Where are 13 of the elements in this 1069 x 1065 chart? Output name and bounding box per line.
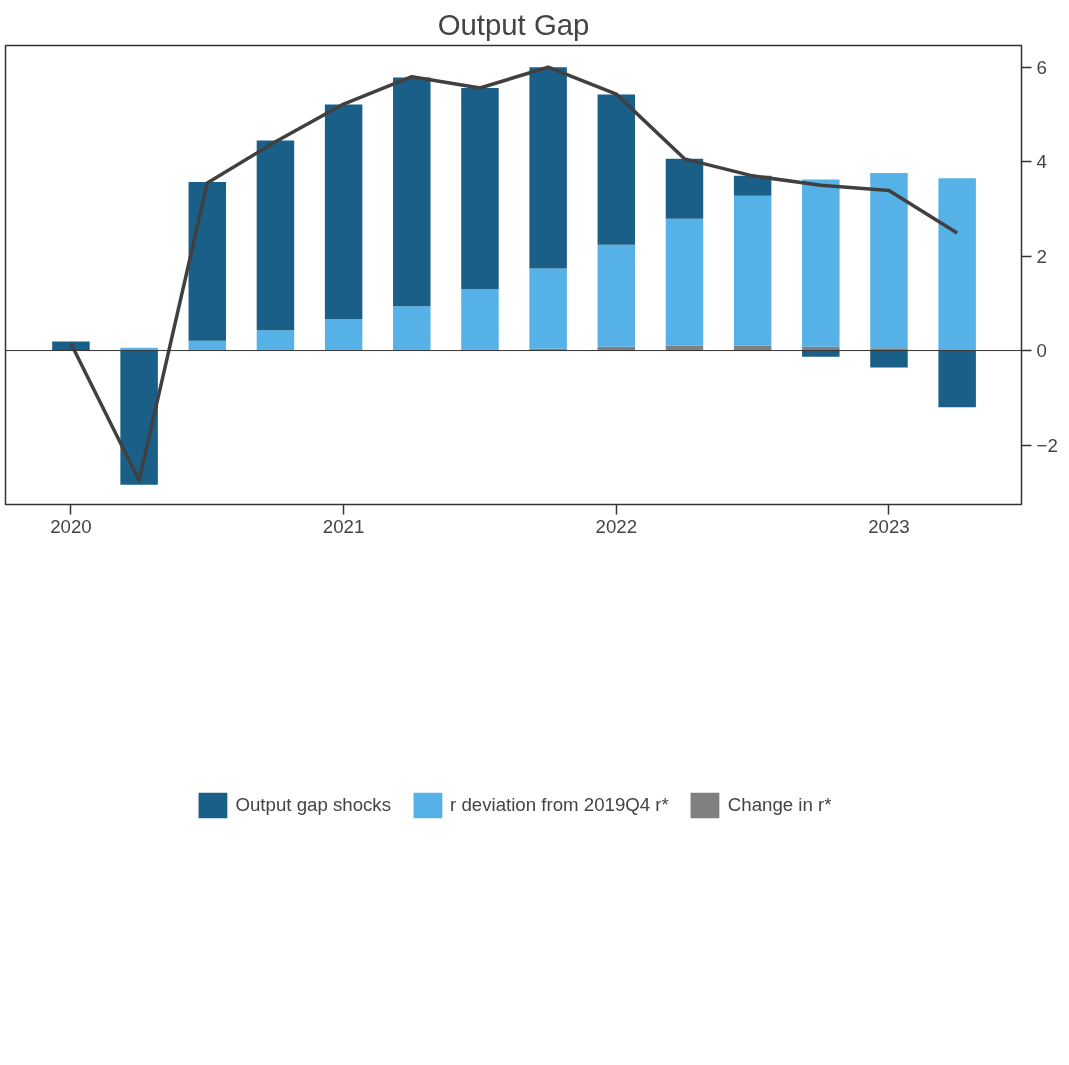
x-tick-label: 2023: [868, 515, 910, 537]
x-tick-label: 2021: [322, 515, 365, 537]
y-tick-label: −2: [1036, 434, 1058, 456]
y-tick-label: 6: [1036, 56, 1047, 78]
chart-title: Output Gap: [437, 7, 590, 41]
y-tick-label: 4: [1036, 151, 1047, 173]
legend-label: Change in r*: [727, 794, 832, 816]
x-tick-label: 2022: [595, 515, 638, 537]
legend-label: r deviation from 2019Q4 r*: [450, 794, 669, 816]
x-tick-label: 2020: [50, 515, 92, 537]
y-tick-label: 2: [1036, 245, 1047, 267]
legend-label: Output gap shocks: [235, 794, 392, 816]
y-tick-label: 0: [1036, 340, 1047, 362]
